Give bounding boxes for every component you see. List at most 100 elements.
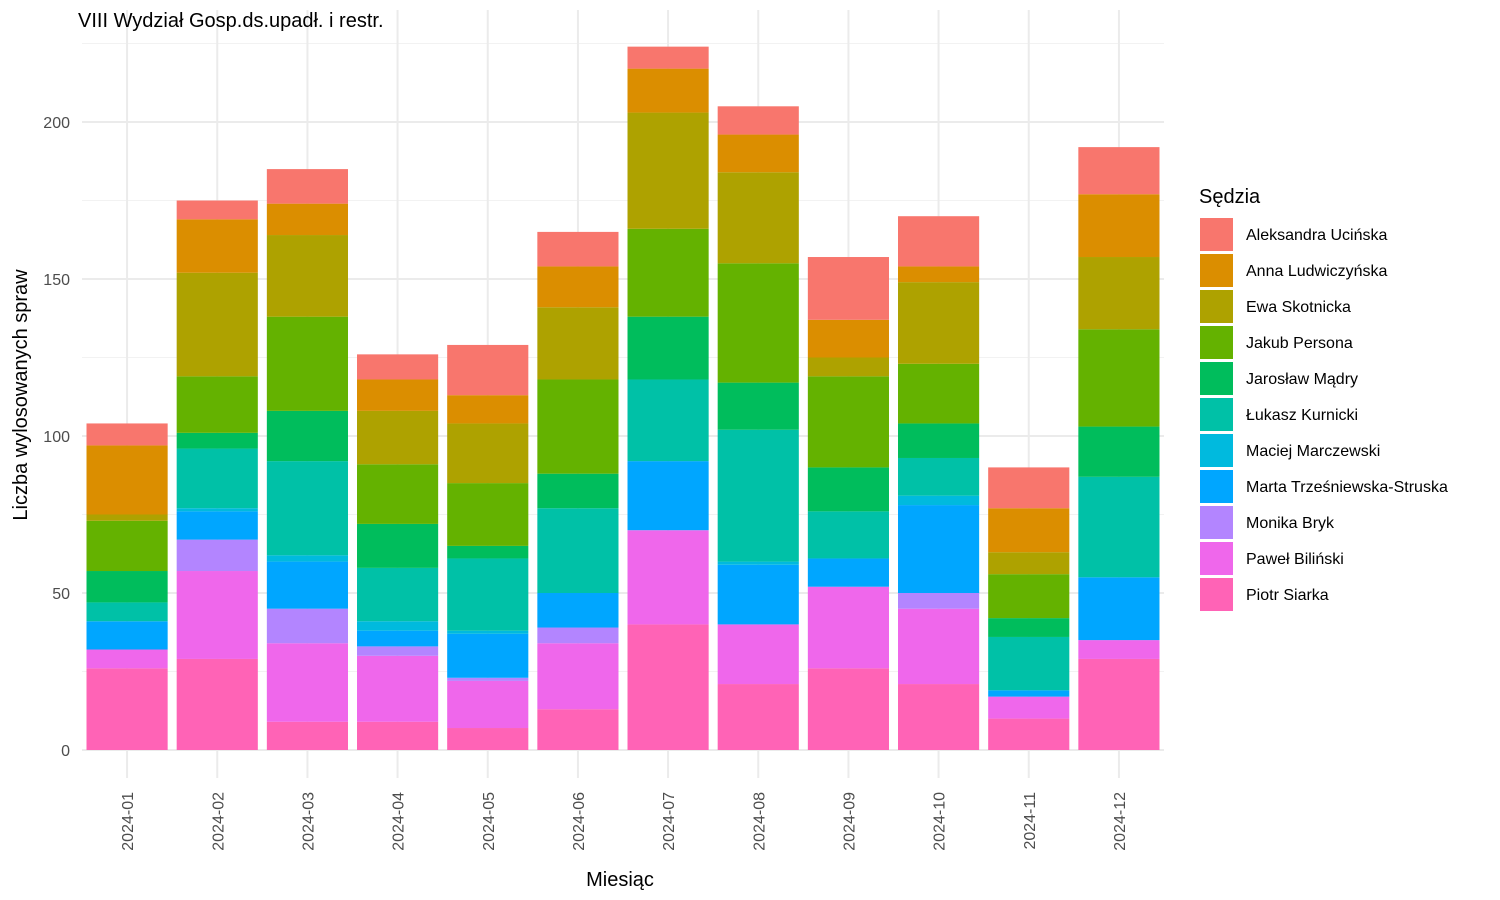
bar-segment xyxy=(537,593,619,628)
bar-segment xyxy=(447,395,529,424)
legend-swatch xyxy=(1200,434,1233,467)
bar-segment xyxy=(537,643,619,710)
bar-segment xyxy=(898,423,980,458)
bar-segment xyxy=(807,319,889,358)
bar-segment xyxy=(898,216,980,267)
bar-segment xyxy=(357,567,439,622)
bar-segment xyxy=(537,307,619,380)
legend-label: Aleksandra Ucińska xyxy=(1246,227,1388,244)
bar-segment xyxy=(447,483,529,546)
y-axis-title: Liczba wylosowanych spraw xyxy=(10,269,32,521)
x-axis-title: Miesiąc xyxy=(586,869,654,891)
bar-segment xyxy=(988,508,1070,553)
legend-swatch xyxy=(1200,362,1233,395)
bar-segment xyxy=(988,467,1070,509)
bar-segment xyxy=(176,511,258,540)
bar-segment xyxy=(266,316,348,411)
bar-segment xyxy=(807,586,889,669)
bar-segment xyxy=(988,574,1070,619)
legend-swatch xyxy=(1200,290,1233,323)
bar-segment xyxy=(898,684,980,750)
bar-segment xyxy=(357,646,439,656)
y-tick-label: 50 xyxy=(52,586,70,603)
bar-segment xyxy=(898,266,980,283)
x-tick-label: 2024-11 xyxy=(1022,792,1039,850)
x-tick-label: 2024-04 xyxy=(391,792,408,851)
bar-segment xyxy=(898,495,980,506)
bar-segment xyxy=(807,376,889,468)
bar-segment xyxy=(717,172,799,264)
bar-segment xyxy=(717,263,799,383)
legend-label: Monika Bryk xyxy=(1246,515,1335,532)
bar-segment xyxy=(176,200,258,220)
bar-segment xyxy=(357,354,439,380)
bar-segment xyxy=(898,457,980,496)
bar-segment xyxy=(537,709,619,750)
y-tick-label: 200 xyxy=(43,115,70,132)
bar-segment xyxy=(86,423,168,446)
bar-segment xyxy=(898,608,980,685)
bar-segment xyxy=(266,608,348,644)
bar-segment xyxy=(357,630,439,647)
bar-segment xyxy=(176,219,258,273)
bar-segment xyxy=(266,555,348,562)
bar-segment xyxy=(86,445,168,515)
bar-segment xyxy=(1078,257,1160,330)
legend-label: Piotr Siarka xyxy=(1246,587,1329,604)
legend-label: Marta Trześniewska-Struska xyxy=(1246,479,1448,496)
bar-segment xyxy=(447,344,529,396)
x-tick-label: 2024-09 xyxy=(841,792,858,851)
x-tick-label: 2024-05 xyxy=(481,792,498,851)
bar-segment xyxy=(627,112,709,229)
bar-segment xyxy=(1078,577,1160,641)
x-tick-label: 2024-03 xyxy=(300,792,317,851)
bar-segment xyxy=(357,621,439,631)
x-axis-ticks: 2024-01 2024-02 2024-03 2024-04 2024-05 2024-… xyxy=(120,792,1129,851)
bar-segment xyxy=(86,520,168,572)
y-tick-label: 0 xyxy=(61,743,70,760)
chart-title: VIII Wydział Gosp.ds.upadł. i restr. xyxy=(78,10,384,32)
bar-segment xyxy=(1078,476,1160,578)
bar-segment xyxy=(807,357,889,377)
bar-segment xyxy=(86,668,168,750)
bar-segment xyxy=(357,523,439,568)
bar-segment xyxy=(807,558,889,587)
legend-swatch xyxy=(1200,578,1233,611)
bar-segment xyxy=(1078,194,1160,258)
bar-segment xyxy=(898,282,980,364)
bar-segment xyxy=(447,728,529,750)
bar-segment xyxy=(357,721,439,750)
bar-segment xyxy=(357,655,439,722)
bar-segment xyxy=(537,231,619,267)
bar-segment xyxy=(447,630,529,634)
bar-segment xyxy=(988,690,1070,697)
bar-segment xyxy=(717,429,799,562)
bar-segment xyxy=(537,627,619,644)
bars xyxy=(86,46,1160,750)
bar-segment xyxy=(627,379,709,462)
bar-segment xyxy=(717,382,799,430)
bar-segment xyxy=(717,134,799,173)
legend-label: Łukasz Kurnicki xyxy=(1246,407,1358,424)
bar-segment xyxy=(176,448,258,509)
legend-label: Anna Ludwiczyńska xyxy=(1246,263,1388,280)
legend-swatch xyxy=(1200,542,1233,575)
bar-segment xyxy=(898,593,980,609)
bar-segment xyxy=(86,571,168,603)
bar-segment xyxy=(266,721,348,750)
bar-segment xyxy=(266,235,348,317)
y-tick-label: 100 xyxy=(43,429,70,446)
bar-segment xyxy=(988,636,1070,691)
bar-segment xyxy=(627,530,709,625)
legend-label: Maciej Marczewski xyxy=(1246,443,1380,460)
bar-segment xyxy=(357,410,439,465)
bar-segment xyxy=(86,602,168,622)
bar-segment xyxy=(627,228,709,317)
bar-segment xyxy=(1078,658,1160,750)
bar-segment xyxy=(86,649,168,669)
bar-segment xyxy=(807,668,889,750)
bar-segment xyxy=(176,432,258,449)
bar-segment xyxy=(537,266,619,308)
bar-segment xyxy=(898,363,980,424)
